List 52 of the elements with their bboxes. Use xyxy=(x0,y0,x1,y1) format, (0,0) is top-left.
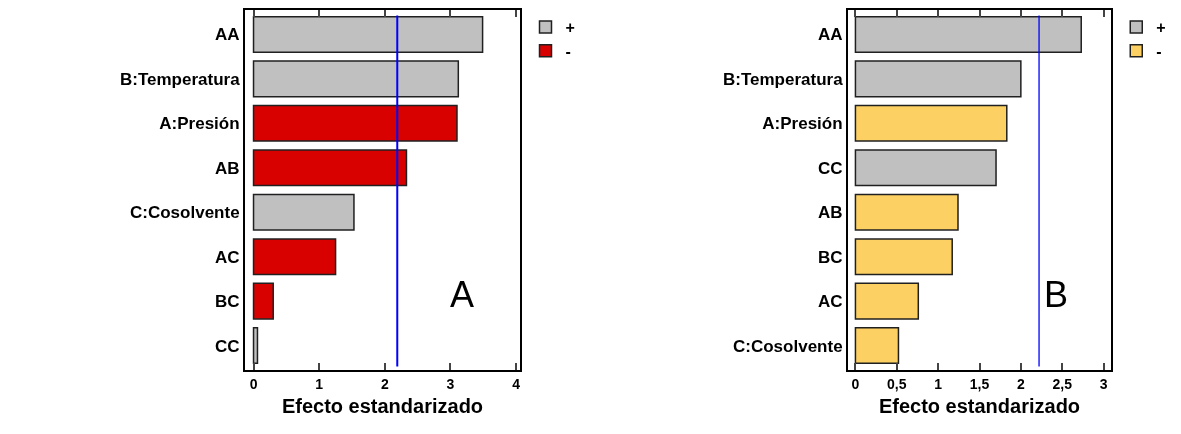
bar xyxy=(854,60,1022,98)
bar xyxy=(252,282,274,320)
y-tick-label: AB xyxy=(215,158,240,178)
annotation: B xyxy=(1044,274,1069,315)
y-tick-label: CC xyxy=(818,158,843,178)
x-tick-label: 4 xyxy=(512,375,521,392)
x-tick-label: 1 xyxy=(315,375,324,392)
y-tick-label: B:Temperatura xyxy=(722,69,844,89)
y-tick-label: C:Cosolvente xyxy=(130,203,240,223)
x-tick-label: 0 xyxy=(851,375,860,392)
bar xyxy=(854,193,959,231)
x-tick-label: 3 xyxy=(446,375,455,392)
x-axis-title: Efecto estandarizado xyxy=(281,394,484,417)
legend-label: - xyxy=(565,42,571,60)
y-tick-label: AC xyxy=(215,247,240,267)
y-tick-label: AA xyxy=(215,25,240,45)
x-tick-label: 1 xyxy=(934,375,943,392)
y-tick-label: B:Temperatura xyxy=(119,69,241,89)
y-tick-label: AC xyxy=(818,292,843,312)
bar xyxy=(252,193,355,231)
bar xyxy=(854,238,953,276)
x-tick-label: 2 xyxy=(1016,375,1025,392)
bar xyxy=(854,15,1082,53)
bar xyxy=(854,282,920,320)
y-tick-label: AB xyxy=(818,203,843,223)
y-tick-label: BC xyxy=(818,247,843,267)
x-tick-label: 0,5 xyxy=(887,375,907,392)
x-axis-title: Efecto estandarizado xyxy=(878,394,1081,417)
bar xyxy=(252,327,259,365)
bar xyxy=(252,149,408,187)
y-tick-label: C:Cosolvente xyxy=(733,336,843,356)
x-tick-label: 2,5 xyxy=(1052,375,1073,392)
bar xyxy=(252,104,458,142)
x-tick-label: 1,5 xyxy=(969,375,990,392)
legend-label: + xyxy=(565,19,575,37)
legend-label: - xyxy=(1156,42,1162,60)
x-tick-label: 3 xyxy=(1099,375,1108,392)
x-tick-label: 2 xyxy=(380,375,389,392)
bar xyxy=(854,104,1008,142)
bar xyxy=(252,60,460,98)
bar xyxy=(854,149,997,187)
legend-label: + xyxy=(1156,19,1166,37)
y-tick-label: AA xyxy=(818,25,843,45)
y-tick-label: CC xyxy=(215,336,240,356)
annotation: A xyxy=(450,274,475,315)
bar xyxy=(854,327,900,365)
bar xyxy=(252,238,337,276)
y-tick-label: A:Presión xyxy=(159,114,240,134)
bar xyxy=(252,15,484,53)
y-tick-label: A:Presión xyxy=(762,114,843,134)
x-tick-label: 0 xyxy=(249,375,258,392)
y-tick-label: BC xyxy=(215,292,240,312)
